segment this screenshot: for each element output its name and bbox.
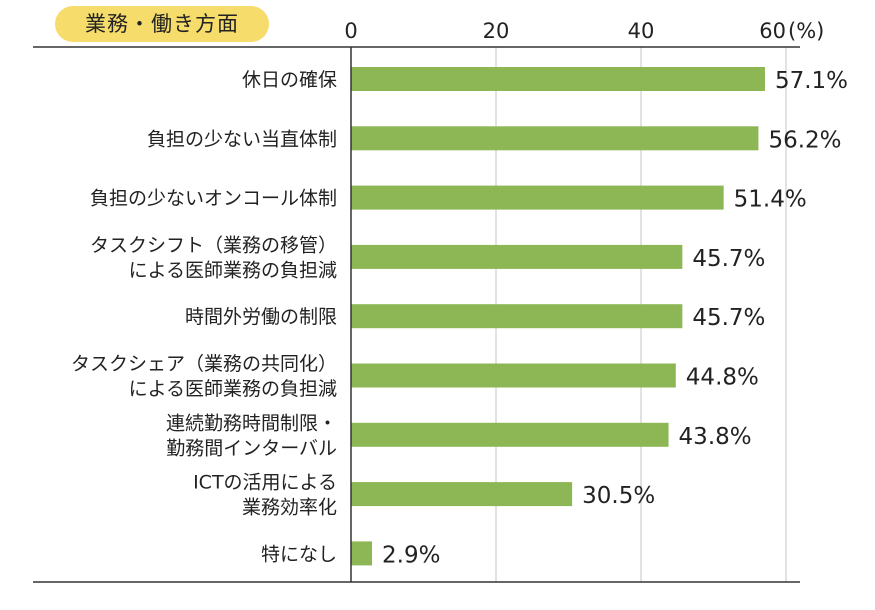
value-label: 43.8%	[679, 424, 752, 450]
category-label: ICTの活用による業務効率化	[193, 472, 337, 519]
bar	[351, 482, 573, 507]
value-labels: 57.1% 56.2% 51.4% 45.7% 45.7% 44.8% 43.8% 30.5%…	[382, 68, 848, 568]
x-tick-label: 20	[483, 19, 510, 43]
bar	[351, 541, 373, 566]
unit-label: (%)	[788, 19, 824, 43]
value-label: 57.1%	[775, 68, 848, 94]
category-label: 休日の確保	[242, 69, 337, 91]
bars	[351, 67, 765, 566]
bar	[351, 363, 676, 388]
value-label: 45.7%	[692, 246, 765, 272]
bar	[351, 126, 759, 151]
value-label: 44.8%	[686, 365, 759, 391]
bar	[351, 304, 683, 329]
value-label: 56.2%	[768, 127, 841, 153]
x-axis-ticks: 0 20 40 60	[344, 19, 786, 43]
category-labels: 休日の確保負担の少ない当直体制負担の少ないオンコール体制タスクシフト（業務の移管…	[71, 69, 337, 565]
bar	[351, 244, 683, 269]
category-label: タスクシェア（業務の共同化）による医師業務の負担減	[71, 353, 337, 400]
value-label: 51.4%	[734, 187, 807, 213]
category-label: タスクシフト（業務の移管）による医師業務の負担減	[90, 234, 337, 281]
x-tick-label: 0	[344, 19, 357, 43]
value-label: 2.9%	[382, 542, 440, 568]
x-tick-label: 40	[628, 19, 655, 43]
category-label: 負担の少ない当直体制	[147, 128, 337, 150]
chart-title-badge: 業務・働き方面	[55, 6, 269, 42]
category-label: 時間外労働の制限	[185, 306, 337, 328]
x-tick-label: 60	[759, 19, 786, 43]
bar	[351, 67, 765, 91]
value-label: 45.7%	[692, 305, 765, 331]
bar	[351, 185, 724, 210]
category-label: 特になし	[261, 543, 337, 565]
category-label: 負担の少ないオンコール体制	[90, 188, 337, 210]
category-label: 連続勤務時間制限・勤務間インターバル	[166, 412, 337, 459]
value-label: 30.5%	[582, 483, 655, 509]
bar	[351, 422, 669, 447]
